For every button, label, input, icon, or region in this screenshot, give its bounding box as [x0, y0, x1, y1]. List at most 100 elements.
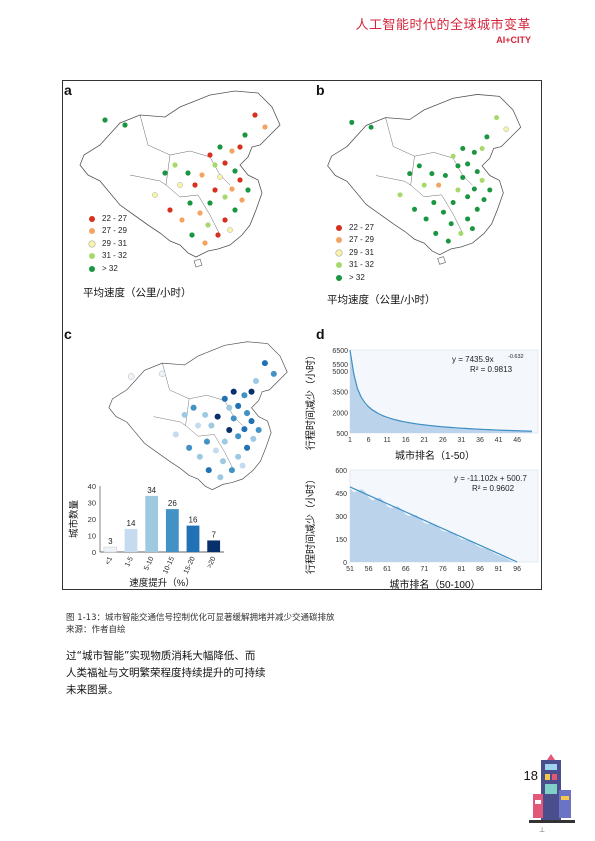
legend-a-swatch-5: [89, 265, 95, 272]
bar-chart-y-tick-1: 10: [88, 532, 96, 541]
legend-a-swatch-3: [89, 240, 95, 247]
legend-b-swatch-1: [336, 224, 342, 231]
china-outline-a: [79, 90, 281, 258]
bar-chart-speed-improvement: 0 10 20 30 40 3 <1 14 1-5 34 5-10 26 10-15 16 15-20 7 >2…: [68, 482, 224, 589]
bar-chart-y-tick-0: 0: [92, 548, 96, 557]
bar-value-label-4: 16: [189, 516, 198, 525]
top-chart-x-tick-8: 41: [495, 437, 503, 444]
bottom-chart-y-tick-0: 0: [343, 560, 347, 567]
legend-b-item-3: 29 - 31: [336, 247, 374, 259]
corner-building-illustration: ⊥: [529, 754, 575, 834]
chart-travel-time-50-100: 0 150 300 450 600 51 56 61 66 71 76 81 86 91 96 y = -11…: [304, 468, 539, 591]
improvement-dots-c: [127, 360, 277, 481]
panel-a-letter: a: [64, 82, 72, 98]
bar-4: [186, 525, 200, 552]
bar-chart-y-tick-4: 40: [88, 482, 96, 491]
bar-x-tick-2: 5-10: [143, 556, 155, 572]
bar-value-label-2: 34: [147, 486, 156, 495]
bottom-chart-x-tick-8: 91: [495, 566, 503, 573]
top-chart-x-label: 城市排名（1-50）: [395, 449, 475, 462]
bottom-chart-y-tick-2: 300: [335, 514, 347, 521]
bottom-chart-x-tick-2: 61: [383, 566, 391, 573]
china-outline-b: [327, 94, 522, 256]
bottom-chart-y-tick-4: 600: [335, 468, 347, 475]
bottom-chart-trendline: [349, 486, 518, 563]
panel-a-map: [79, 90, 281, 268]
figure-caption-line-1: 图 1-13：城市智能交通信号控制优化可显著缓解拥堵并减少交通碳排放: [66, 613, 335, 623]
top-chart-equation: y = 7435.9x: [452, 355, 494, 364]
legend-b-item-2: 27 - 29: [336, 234, 374, 246]
top-chart-x-tick-1: 6: [367, 437, 371, 444]
bottom-chart-x-tick-5: 76: [439, 566, 447, 573]
body-paragraph: 过“城市智能”实现物质消耗大幅降低、而 人类福祉与文明繁荣程度持续提升的可持续 …: [66, 648, 316, 699]
bar-1: [124, 528, 138, 552]
bottom-chart-area: [350, 488, 532, 562]
top-chart-x-tick-9: 46: [513, 437, 521, 444]
legend-b-swatch-3: [336, 249, 342, 256]
legend-b-item-5: > 32: [336, 272, 374, 284]
legend-b-item-1: 22 - 27: [336, 222, 374, 234]
legend-b-item-4: 31 - 32: [336, 259, 374, 271]
body-line-1: 过“城市智能”实现物质消耗大幅降低、而: [66, 650, 256, 662]
bar-value-label-3: 26: [168, 499, 177, 508]
bar-2: [145, 495, 159, 552]
top-chart-x-tick-5: 26: [439, 437, 447, 444]
running-header-title: 人工智能时代的全球城市变革: [355, 18, 531, 33]
top-chart-x-tick-3: 16: [402, 437, 410, 444]
panel-b-caption: 平均速度（公里/小时）: [327, 294, 436, 306]
china-outline-c: [108, 341, 288, 491]
bar-value-label-5: 7: [211, 530, 216, 539]
panel-c-map: [108, 341, 288, 491]
bar-x-tick-0: <1: [104, 556, 114, 566]
bar-x-tick-4: 15-20: [183, 556, 197, 575]
bar-chart-y-tick-3: 30: [88, 499, 96, 508]
svg-text:⊥: ⊥: [539, 827, 545, 834]
legend-a-item-1: 22 - 27: [89, 213, 127, 225]
legend-b-swatch-5: [336, 274, 342, 281]
top-chart-x-tick-4: 21: [420, 437, 428, 444]
bar-x-tick-1: 1-5: [124, 556, 135, 568]
bar-value-label-1: 14: [127, 519, 136, 528]
top-chart-y-label: 行程时间减少（小时）: [304, 350, 317, 450]
top-chart-trendline: [349, 349, 533, 432]
figure-caption-line-2: 来源：作者自绘: [66, 625, 126, 635]
legend-a-swatch-1: [89, 215, 95, 222]
bar-3: [165, 509, 179, 552]
bottom-chart-y-tick-3: 450: [335, 491, 347, 498]
body-line-3: 未来图景。: [66, 684, 119, 696]
bar-chart-y-tick-2: 20: [88, 515, 96, 524]
bottom-chart-y-tick-1: 150: [335, 537, 347, 544]
top-chart-equation-exponent: -0.632: [508, 354, 524, 360]
panel-b-letter: b: [316, 82, 325, 98]
bottom-chart-x-tick-9: 96: [513, 566, 521, 573]
bottom-chart-x-tick-0: 51: [346, 566, 354, 573]
top-chart-x-tick-7: 36: [476, 437, 484, 444]
top-chart-y-tick-5: 500: [336, 431, 348, 438]
running-header-subtitle: AI+CITY: [496, 35, 531, 45]
bottom-chart-x-tick-6: 81: [458, 566, 466, 573]
panel-c-letter: c: [64, 326, 72, 342]
panel-d-letter: d: [316, 326, 325, 342]
legend-b-swatch-4: [336, 262, 342, 269]
legend-a-item-3: 29 - 31: [89, 238, 127, 250]
bar-5: [207, 540, 221, 552]
top-chart-area: [350, 350, 532, 433]
top-chart-x-tick-2: 11: [384, 437, 391, 444]
bottom-chart-x-tick-1: 56: [365, 566, 373, 573]
bar-0: [103, 546, 117, 553]
panel-a-caption: 平均速度（公里/小时）: [83, 287, 192, 299]
bottom-chart-r-squared: R² = 0.9602: [472, 484, 515, 493]
bottom-chart-x-label: 城市排名（50-100）: [389, 578, 480, 591]
legend-speed-a: 22 - 27 27 - 29 29 - 31 31 - 32 > 32: [89, 213, 127, 275]
bar-x-tick-3: 10-15: [162, 556, 176, 575]
top-chart-y-tick-2: 5000: [332, 369, 348, 376]
bottom-chart-x-tick-7: 86: [476, 566, 484, 573]
bottom-chart-x-tick-3: 66: [402, 566, 410, 573]
legend-a-swatch-2: [89, 228, 95, 235]
speed-dots-a: [102, 112, 268, 246]
legend-a-item-2: 27 - 29: [89, 225, 127, 237]
figure-frame: [62, 80, 542, 590]
panel-b-map: [327, 94, 522, 265]
top-chart-r-squared: R² = 0.9813: [470, 365, 513, 374]
